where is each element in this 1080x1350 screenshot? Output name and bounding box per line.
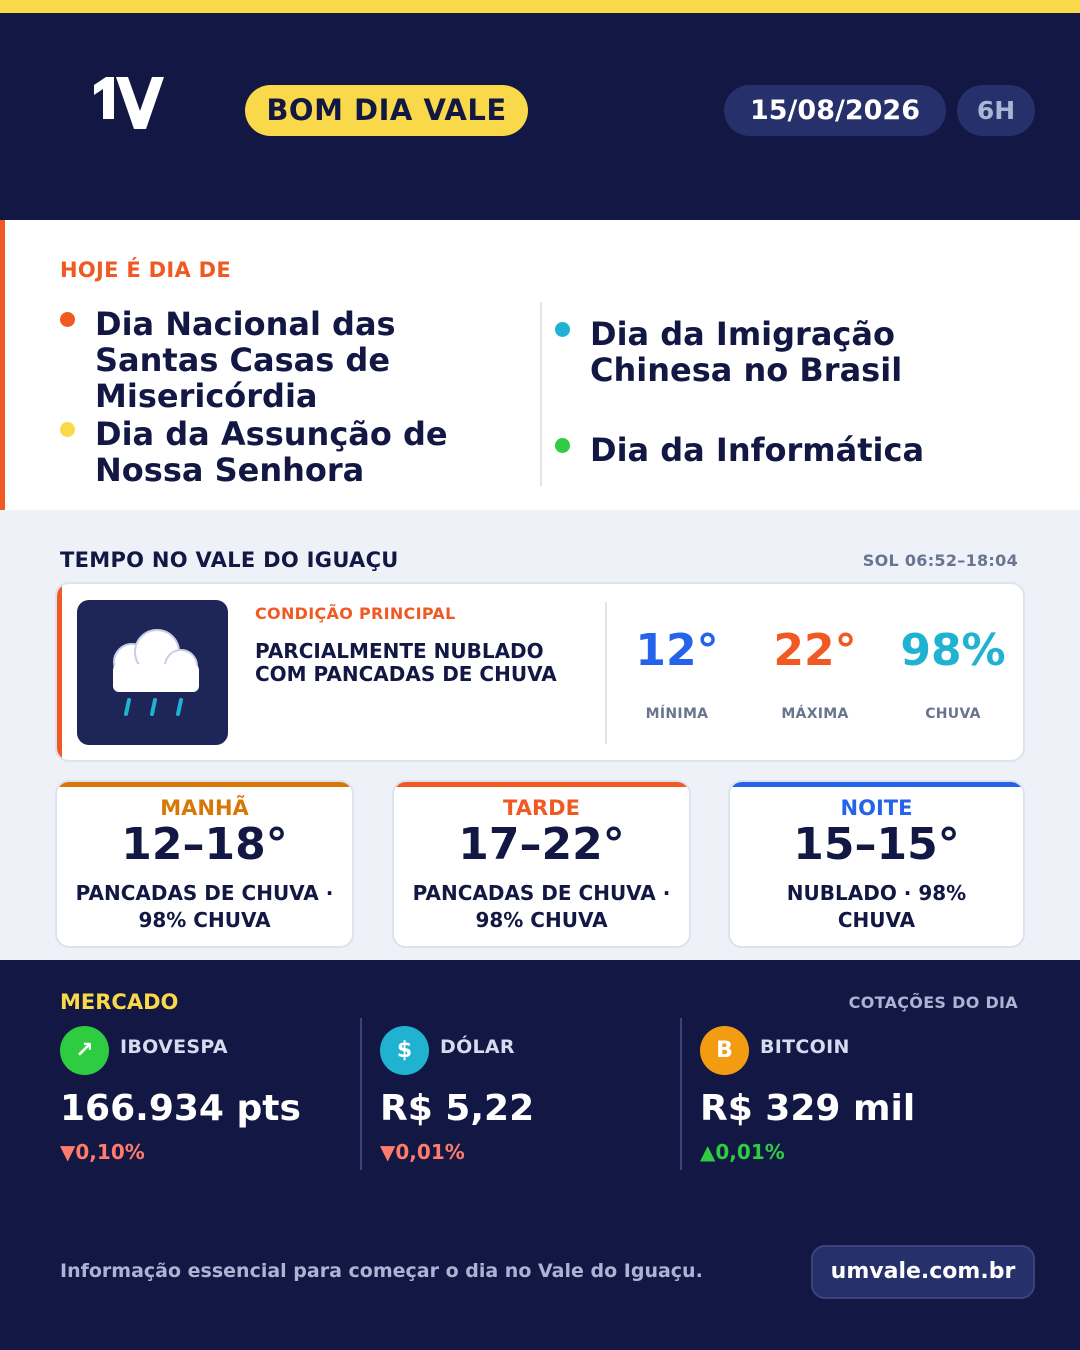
- quote-value: R$ 5,22: [380, 1088, 535, 1129]
- period-temp: 17–22°: [458, 819, 625, 870]
- sun-times: SOL 06:52–18:04: [862, 551, 1018, 570]
- period-temp: 12–18°: [121, 819, 288, 870]
- period-card-afternoon: TARDE 17–22° PANCADAS DE CHUVA · 98% CHU…: [392, 780, 691, 948]
- period-temp: 15–15°: [793, 819, 960, 870]
- quote-change-value: 0,10%: [75, 1140, 145, 1164]
- footer-tagline: Informação essencial para começar o dia …: [60, 1260, 703, 1282]
- rain-chance-label: CHUVA: [925, 706, 981, 722]
- section-title: HOJE É DIA DE: [60, 258, 232, 282]
- quote-change-value: 0,01%: [715, 1140, 785, 1164]
- min-temp-label: MÍNIMA: [645, 706, 709, 722]
- quote-name: BITCOIN: [760, 1036, 850, 1058]
- period-accent-bar: [394, 782, 689, 787]
- period-accent-bar: [730, 782, 1023, 787]
- top-accent-line: [0, 0, 1080, 13]
- market-section: MERCADO COTAÇÕES DO DIA ↗ IBOVESPA 166.9…: [0, 960, 1080, 1350]
- date-badge: 15/08/2026: [724, 85, 946, 136]
- brand-logo[interactable]: [90, 73, 166, 133]
- section-accent-bar: [0, 220, 5, 510]
- period-name: TARDE: [503, 796, 580, 820]
- day-item: Dia da Informática: [590, 431, 925, 469]
- period-card-morning: MANHÃ 12–18° PANCADAS DE CHUVA · 98% CHU…: [55, 780, 354, 948]
- commemorative-days-section: HOJE É DIA DE Dia Nacional das Santas Ca…: [0, 220, 1080, 510]
- max-temp-value: 22°: [773, 625, 857, 676]
- max-temp-label: MÁXIMA: [781, 706, 849, 722]
- period-accent-bar: [57, 782, 352, 787]
- column-divider: [360, 1018, 362, 1170]
- rain-chance-value: 98%: [900, 625, 1006, 676]
- card-divider: [605, 602, 607, 744]
- section-title: TEMPO NO VALE DO IGUAÇU: [60, 548, 399, 572]
- period-card-night: NOITE 15–15° NUBLADO · 98% CHUVA: [728, 780, 1025, 948]
- quote-bitcoin: B BITCOIN R$ 329 mil ▲0,01%: [700, 1018, 1020, 1170]
- section-title: MERCADO: [60, 990, 179, 1014]
- bullet-dot: [60, 422, 75, 437]
- period-desc: NUBLADO · 98% CHUVA: [786, 881, 967, 932]
- quote-name: DÓLAR: [440, 1036, 515, 1058]
- period-desc: PANCADAS DE CHUVA · 98% CHUVA: [75, 881, 334, 932]
- period-name: NOITE: [840, 796, 913, 820]
- period-name: MANHÃ: [160, 796, 249, 820]
- quote-change-value: 0,01%: [395, 1140, 465, 1164]
- column-divider: [540, 302, 542, 486]
- down-arrow-icon: ▼: [60, 1140, 76, 1164]
- rain-chance-stat: 98% CHUVA: [883, 625, 1023, 723]
- quote-name: IBOVESPA: [120, 1036, 228, 1058]
- bullet-dot: [60, 312, 75, 327]
- bitcoin-icon: B: [700, 1026, 749, 1075]
- hour-badge: 6H: [957, 85, 1035, 136]
- weather-main-card: CONDIÇÃO PRINCIPAL PARCIALMENTE NUBLADO …: [55, 582, 1025, 762]
- bullet-dot: [555, 438, 570, 453]
- day-item: Dia da Imigração Chinesa no Brasil: [590, 315, 903, 389]
- min-temp-stat: 12° MÍNIMA: [607, 625, 747, 723]
- day-item: Dia da Assunção de Nossa Senhora: [95, 415, 448, 489]
- card-accent-bar: [57, 584, 62, 760]
- quote-dolar: $ DÓLAR R$ 5,22 ▼0,01%: [380, 1018, 700, 1170]
- rain-cloud-icon: [77, 600, 228, 745]
- quote-change: ▲0,01%: [700, 1140, 785, 1164]
- weather-section: TEMPO NO VALE DO IGUAÇU SOL 06:52–18:04 …: [0, 510, 1080, 960]
- condition-label: CONDIÇÃO PRINCIPAL: [255, 604, 456, 623]
- condition-text: PARCIALMENTE NUBLADO COM PANCADAS DE CHU…: [255, 639, 557, 686]
- section-subtitle: COTAÇÕES DO DIA: [848, 993, 1018, 1012]
- period-desc: PANCADAS DE CHUVA · 98% CHUVA: [412, 881, 671, 932]
- column-divider: [680, 1018, 682, 1170]
- bullet-dot: [555, 322, 570, 337]
- quote-value: 166.934 pts: [60, 1088, 301, 1129]
- min-temp-value: 12°: [635, 625, 719, 676]
- edition-badge: BOM DIA VALE: [245, 85, 528, 136]
- max-temp-stat: 22° MÁXIMA: [745, 625, 885, 723]
- up-arrow-icon: ▲: [700, 1140, 716, 1164]
- quote-value: R$ 329 mil: [700, 1088, 916, 1129]
- header: BOM DIA VALE 15/08/2026 6H: [0, 13, 1080, 220]
- quote-change: ▼0,10%: [60, 1140, 145, 1164]
- day-item: Dia Nacional das Santas Casas de Miseric…: [95, 305, 396, 415]
- website-link[interactable]: umvale.com.br: [811, 1245, 1035, 1299]
- dollar-icon: $: [380, 1026, 429, 1075]
- trend-up-icon: ↗: [60, 1026, 109, 1075]
- down-arrow-icon: ▼: [380, 1140, 396, 1164]
- quote-ibovespa: ↗ IBOVESPA 166.934 pts ▼0,10%: [60, 1018, 380, 1170]
- quote-change: ▼0,01%: [380, 1140, 465, 1164]
